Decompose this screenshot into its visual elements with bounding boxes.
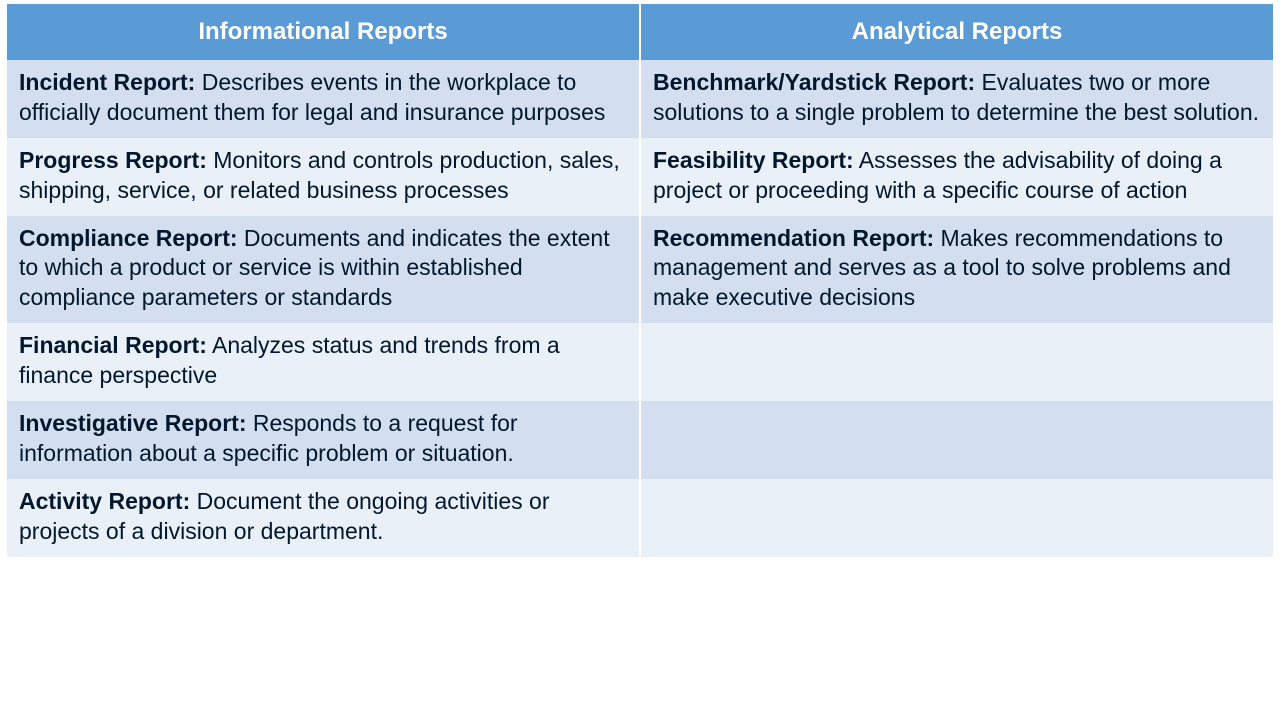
report-title: Feasibility Report: — [653, 147, 854, 173]
cell-analytical: Recommendation Report: Makes recommendat… — [640, 216, 1273, 324]
cell-analytical — [640, 479, 1273, 557]
cell-analytical — [640, 323, 1273, 401]
cell-informational: Investigative Report: Responds to a requ… — [7, 401, 640, 479]
table-row: Investigative Report: Responds to a requ… — [7, 401, 1273, 479]
table-header-row: Informational Reports Analytical Reports — [7, 4, 1273, 60]
report-title: Incident Report: — [19, 69, 195, 95]
table-row: Progress Report: Monitors and controls p… — [7, 138, 1273, 216]
report-title: Activity Report: — [19, 488, 190, 514]
report-title: Investigative Report: — [19, 410, 247, 436]
cell-informational: Financial Report: Analyzes status and tr… — [7, 323, 640, 401]
cell-informational: Progress Report: Monitors and controls p… — [7, 138, 640, 216]
report-title: Benchmark/Yardstick Report: — [653, 69, 975, 95]
table-row: Incident Report: Describes events in the… — [7, 60, 1273, 138]
report-title: Financial Report: — [19, 332, 207, 358]
header-informational: Informational Reports — [7, 4, 640, 60]
cell-analytical — [640, 401, 1273, 479]
cell-informational: Incident Report: Describes events in the… — [7, 60, 640, 138]
report-title: Progress Report: — [19, 147, 207, 173]
cell-analytical: Benchmark/Yardstick Report: Evaluates tw… — [640, 60, 1273, 138]
report-types-table: Informational Reports Analytical Reports… — [7, 4, 1273, 557]
cell-informational: Compliance Report: Documents and indicat… — [7, 216, 640, 324]
report-title: Compliance Report: — [19, 225, 238, 251]
cell-informational: Activity Report: Document the ongoing ac… — [7, 479, 640, 557]
table-row: Compliance Report: Documents and indicat… — [7, 216, 1273, 324]
table-row: Activity Report: Document the ongoing ac… — [7, 479, 1273, 557]
table-row: Financial Report: Analyzes status and tr… — [7, 323, 1273, 401]
report-title: Recommendation Report: — [653, 225, 934, 251]
cell-analytical: Feasibility Report: Assesses the advisab… — [640, 138, 1273, 216]
header-analytical: Analytical Reports — [640, 4, 1273, 60]
